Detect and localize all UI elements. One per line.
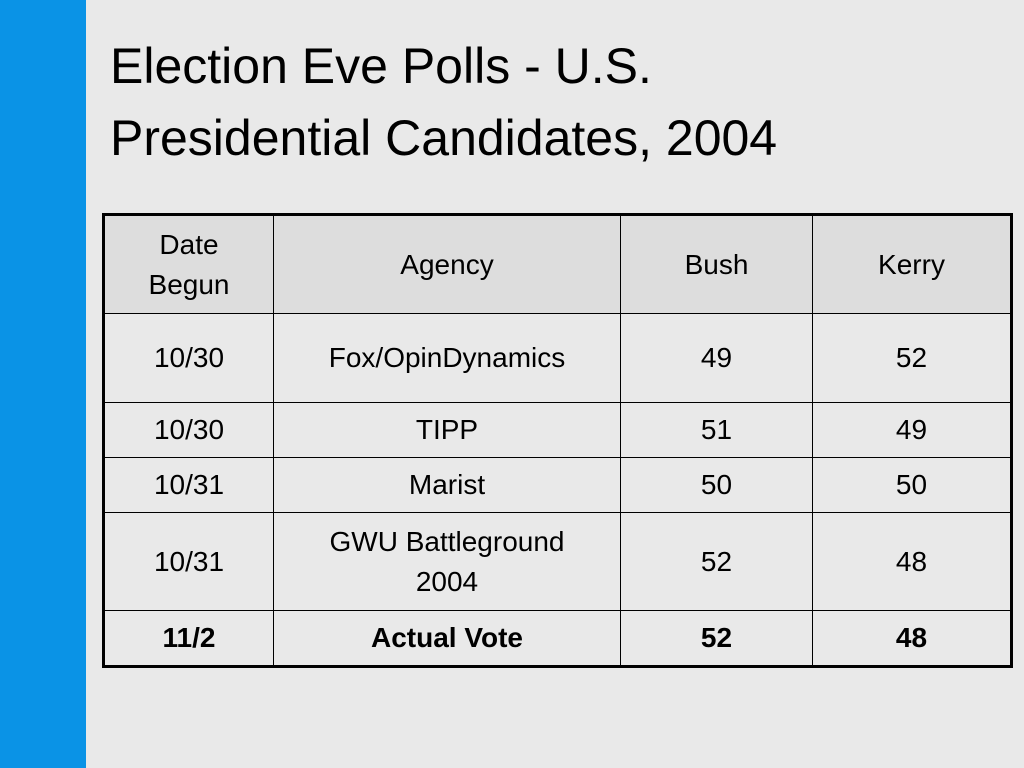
- cell-kerry: 50: [812, 457, 1012, 513]
- cell-date: 10/30: [103, 313, 274, 403]
- header-kerry: Kerry: [812, 214, 1012, 314]
- cell-kerry: 48: [812, 512, 1012, 611]
- cell-agency: GWU Battleground 2004: [273, 512, 621, 611]
- table-row-actual-vote: 11/2 Actual Vote 52 48: [103, 610, 1012, 667]
- header-date-line-1: Date: [159, 228, 219, 260]
- cell-bush: 52: [620, 512, 813, 611]
- cell-bush: 50: [620, 457, 813, 513]
- cell-date: 10/31: [103, 512, 274, 611]
- table-row: 10/30 TIPP 51 49: [103, 402, 1012, 458]
- cell-kerry: 49: [812, 402, 1012, 458]
- cell-bush: 49: [620, 313, 813, 403]
- polls-table: Date Begun Agency Bush Kerry 10/30 Fox/O…: [102, 213, 1013, 668]
- slide-title: Election Eve Polls - U.S. Presidential C…: [110, 30, 1000, 174]
- table-row: 10/30 Fox/OpinDynamics 49 52: [103, 313, 1012, 403]
- header-date-begun: Date Begun: [103, 214, 274, 314]
- slide-title-line-2: Presidential Candidates, 2004: [110, 110, 778, 166]
- cell-date: 10/31: [103, 457, 274, 513]
- cell-agency-line-2: 2004: [415, 565, 479, 597]
- left-accent-bar: [0, 0, 86, 768]
- cell-kerry: 52: [812, 313, 1012, 403]
- cell-agency: TIPP: [273, 402, 621, 458]
- cell-bush: 52: [620, 610, 813, 667]
- cell-agency: Marist: [273, 457, 621, 513]
- table-row: 10/31 GWU Battleground 2004 52 48: [103, 512, 1012, 611]
- cell-agency: Actual Vote: [273, 610, 621, 667]
- header-date-line-2: Begun: [148, 268, 230, 300]
- header-agency: Agency: [273, 214, 621, 314]
- cell-bush: 51: [620, 402, 813, 458]
- cell-agency-line-1: GWU Battleground: [329, 525, 565, 557]
- slide-title-line-1: Election Eve Polls - U.S.: [110, 38, 652, 94]
- cell-date: 10/30: [103, 402, 274, 458]
- table-header-row: Date Begun Agency Bush Kerry: [103, 214, 1012, 314]
- header-bush: Bush: [620, 214, 813, 314]
- table-row: 10/31 Marist 50 50: [103, 457, 1012, 513]
- cell-date: 11/2: [103, 610, 274, 667]
- cell-agency: Fox/OpinDynamics: [273, 313, 621, 403]
- cell-kerry: 48: [812, 610, 1012, 667]
